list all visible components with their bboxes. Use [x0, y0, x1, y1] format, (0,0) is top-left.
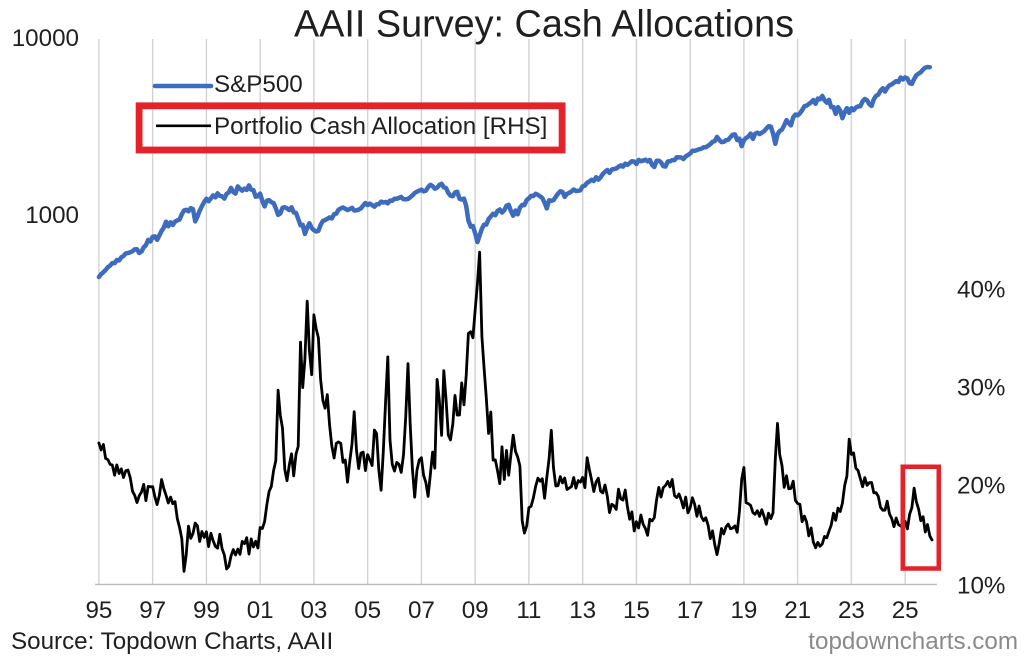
svg-text:15: 15	[623, 597, 650, 624]
svg-text:23: 23	[838, 597, 865, 624]
svg-text:topdowncharts.com: topdowncharts.com	[808, 628, 1018, 655]
svg-text:S&P500: S&P500	[214, 71, 303, 98]
svg-text:03: 03	[300, 597, 327, 624]
svg-text:21: 21	[784, 597, 811, 624]
svg-text:05: 05	[354, 597, 381, 624]
svg-text:95: 95	[85, 597, 112, 624]
svg-text:25: 25	[892, 597, 919, 624]
svg-text:30%: 30%	[957, 375, 1005, 402]
svg-text:Portfolio Cash Allocation [RHS: Portfolio Cash Allocation [RHS]	[214, 113, 547, 140]
svg-text:19: 19	[730, 597, 757, 624]
svg-text:11: 11	[516, 597, 541, 624]
svg-text:AAII Survey: Cash Allocations: AAII Survey: Cash Allocations	[294, 4, 794, 46]
svg-text:01: 01	[247, 597, 274, 624]
svg-text:10000: 10000	[12, 25, 79, 52]
svg-text:99: 99	[193, 597, 220, 624]
svg-text:Source: Topdown Charts, AAII: Source: Topdown Charts, AAII	[11, 628, 333, 655]
svg-text:17: 17	[677, 597, 704, 624]
svg-text:07: 07	[408, 597, 435, 624]
svg-text:09: 09	[462, 597, 489, 624]
svg-text:1000: 1000	[25, 202, 79, 229]
svg-text:40%: 40%	[957, 277, 1005, 304]
svg-text:97: 97	[139, 597, 166, 624]
svg-text:10%: 10%	[957, 573, 1005, 600]
svg-text:13: 13	[569, 597, 596, 624]
svg-text:20%: 20%	[957, 473, 1005, 500]
